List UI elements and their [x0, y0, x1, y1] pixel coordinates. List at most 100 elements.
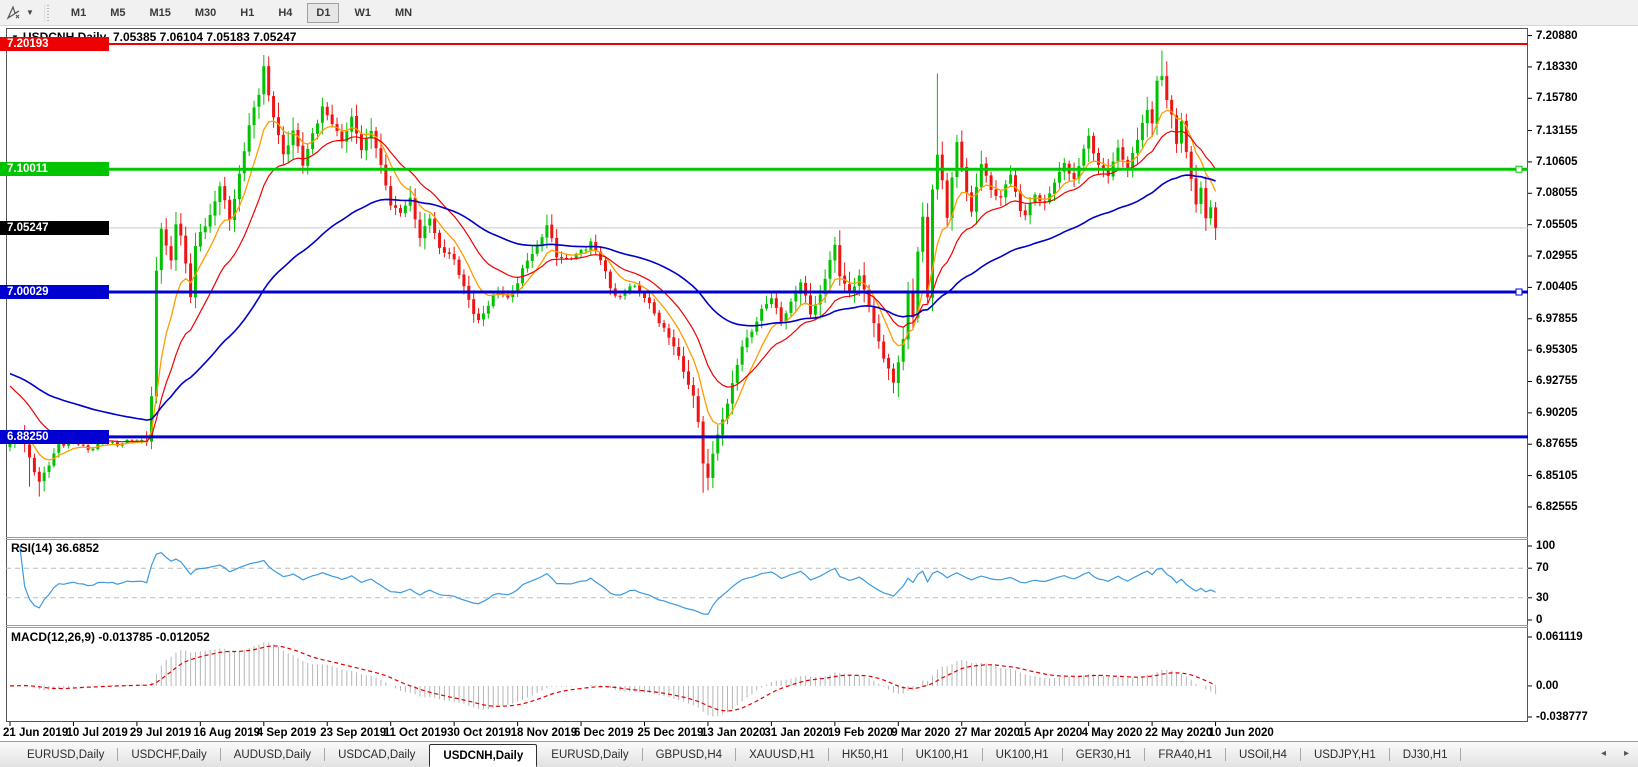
timeframe-button-h4[interactable]: H4 — [278, 6, 293, 19]
tab-separator — [1061, 748, 1063, 761]
chart-tab-eurusd-daily-5[interactable]: EURUSD,Daily — [551, 748, 629, 761]
date-tick-label: 16 Aug 2019 — [193, 727, 261, 739]
chart-tab-usdchf-daily-1[interactable]: USDCHF,Daily — [131, 748, 207, 761]
tab-separator — [981, 748, 983, 761]
price-tick-label: 7.20880 — [1536, 29, 1578, 42]
rsi-pane — [6, 545, 1528, 616]
timeframe-button-mn[interactable]: MN — [394, 6, 413, 19]
chart-tab-audusd-daily-2[interactable]: AUDUSD,Daily — [233, 748, 312, 761]
line-handle[interactable] — [1515, 165, 1523, 173]
price-tick-label: 6.82555 — [1536, 500, 1578, 513]
chart-tab-dj30-h1-15[interactable]: DJ30,H1 — [1402, 748, 1448, 761]
fast-ma-line — [9, 109, 1217, 461]
chart-tab-hk50-h1-8[interactable]: HK50,H1 — [841, 748, 889, 761]
macd-signal-line — [10, 645, 1216, 712]
price-tick-label: 6.97855 — [1536, 312, 1578, 325]
price-tick-label: 6.95305 — [1536, 344, 1578, 357]
tab-separator — [1460, 748, 1462, 761]
chart-tab-usoil-h4-13[interactable]: USOil,H4 — [1239, 748, 1287, 761]
chart-tab-usdjpy-h1-14[interactable]: USDJPY,H1 — [1313, 748, 1376, 761]
date-tick-label: 29 Jul 2019 — [129, 727, 192, 739]
chart-tab-fra40-h1-12[interactable]: FRA40,H1 — [1158, 748, 1212, 761]
tab-separator — [117, 748, 119, 761]
chart-tab-xauusd-h1-7[interactable]: XAUUSD,H1 — [749, 748, 815, 761]
chart-title-quotes: 7.05385 7.06104 7.05183 7.05247 — [112, 30, 297, 44]
rsi-line — [19, 545, 1216, 616]
chart-tab-ger30-h1-11[interactable]: GER30,H1 — [1075, 748, 1132, 761]
tab-separator — [827, 748, 829, 761]
price-tick-label: 7.10605 — [1536, 155, 1578, 168]
date-tick-label: 27 Mar 2020 — [954, 727, 1020, 739]
date-tick-label: 4 May 2020 — [1081, 727, 1143, 739]
toolbar-grip[interactable] — [43, 3, 51, 22]
rsi-tick-label: 100 — [1536, 540, 1556, 552]
crosshair-tool-icon — [6, 5, 20, 20]
tab-separator — [219, 748, 221, 761]
support-price-tag: 7.00029 — [0, 285, 109, 300]
macd-pane — [10, 642, 1217, 717]
rsi-value: 36.6852 — [55, 541, 100, 555]
tab-separator — [641, 748, 643, 761]
tab-separator — [1144, 748, 1146, 761]
support-price-tag: 6.88250 — [0, 429, 109, 444]
crosshair-tool-button[interactable]: ▼ — [6, 5, 34, 20]
date-tick-label: 9 Mar 2020 — [891, 727, 951, 739]
date-tick-label: 18 Nov 2019 — [510, 727, 578, 739]
macd-pane-label: MACD(12,26,9) -0.013785 -0.012052 — [11, 630, 210, 644]
timeframe-button-m15[interactable]: M15 — [149, 6, 171, 19]
macd-values: -0.013785 -0.012052 — [98, 630, 210, 644]
date-tick-label: 6 Dec 2019 — [574, 727, 634, 739]
date-tick-label: 30 Oct 2019 — [447, 727, 512, 739]
date-tick-label: 25 Dec 2019 — [637, 727, 704, 739]
macd-tick-label: 0.00 — [1536, 679, 1559, 692]
timeframe-button-h1[interactable]: H1 — [240, 6, 255, 19]
date-tick-label: 22 May 2020 — [1145, 727, 1213, 739]
price-tick-label: 6.90205 — [1536, 406, 1578, 419]
date-tick-label: 31 Jan 2020 — [764, 727, 829, 739]
current-price-tag: 7.05247 — [0, 220, 109, 235]
price-tick-label: 6.85105 — [1536, 469, 1578, 482]
timeframe-button-m30[interactable]: M30 — [194, 6, 217, 19]
chart-tab-usdcnh-daily-4[interactable]: USDCNH,Daily — [429, 744, 538, 767]
macd-tick-label: 0.061119 — [1536, 631, 1583, 643]
date-tick-label: 21 Jun 2019 — [3, 727, 69, 739]
price-tick-label: 6.92755 — [1536, 375, 1578, 388]
price-tick-label: 7.05505 — [1536, 218, 1578, 231]
chart-tab-eurusd-daily-0[interactable]: EURUSD,Daily — [27, 748, 105, 761]
tab-separator — [1388, 748, 1390, 761]
timeframe-button-d1[interactable]: D1 — [307, 2, 340, 23]
date-tick-label: 23 Sep 2019 — [320, 727, 387, 739]
price-tick-label: 6.87655 — [1536, 438, 1578, 451]
price-tick-label: 7.13155 — [1536, 124, 1578, 137]
date-tick-label: 11 Oct 2019 — [383, 727, 447, 739]
chart-tab-gbpusd-h4-6[interactable]: GBPUSD,H4 — [655, 748, 723, 761]
tool-dropdown-arrow-icon[interactable]: ▼ — [26, 8, 34, 17]
timeframe-button-w1[interactable]: W1 — [354, 6, 371, 19]
rsi-tick-label: 30 — [1536, 591, 1549, 604]
tab-scroll-right-icon[interactable]: ▸ — [1624, 748, 1630, 759]
date-tick-label: 13 Jan 2020 — [700, 727, 766, 739]
chart-tab-uk100-h1-9[interactable]: UK100,H1 — [915, 748, 969, 761]
price-tick-label: 7.02955 — [1536, 250, 1578, 263]
date-tick-label: 4 Sep 2019 — [256, 727, 317, 739]
tab-separator — [1299, 748, 1301, 761]
timeframe-button-m5[interactable]: M5 — [110, 6, 126, 19]
tab-scroll-left-icon[interactable]: ◂ — [1601, 748, 1607, 759]
horizontal-lines-layer[interactable] — [6, 43, 1528, 439]
chart-tab-uk100-h1-10[interactable]: UK100,H1 — [995, 748, 1049, 761]
toolbar: ▼ M1 M5 M15 M30 H1 H4 D1 W1 MN — [0, 0, 1638, 26]
line-handle[interactable] — [1515, 288, 1523, 296]
tab-separator — [735, 748, 737, 761]
resistance-price-tag: 7.20193 — [0, 37, 109, 51]
date-tick-label: 10 Jun 2020 — [1208, 727, 1274, 739]
candles-layer — [8, 50, 1218, 497]
chart-tab-bar: EURUSD,Daily USDCHF,Daily AUDUSD,Daily USDC… — [0, 741, 1638, 767]
chart-tab-usdcad-daily-3[interactable]: USDCAD,Daily — [338, 748, 416, 761]
rsi-tick-label: 0 — [1536, 614, 1543, 626]
macd-tick-label: -0.038777 — [1536, 711, 1588, 723]
price-tick-label: 7.15780 — [1536, 92, 1578, 105]
support-price-tag: 7.10011 — [0, 162, 109, 177]
timeframe-button-m1[interactable]: M1 — [70, 6, 87, 19]
